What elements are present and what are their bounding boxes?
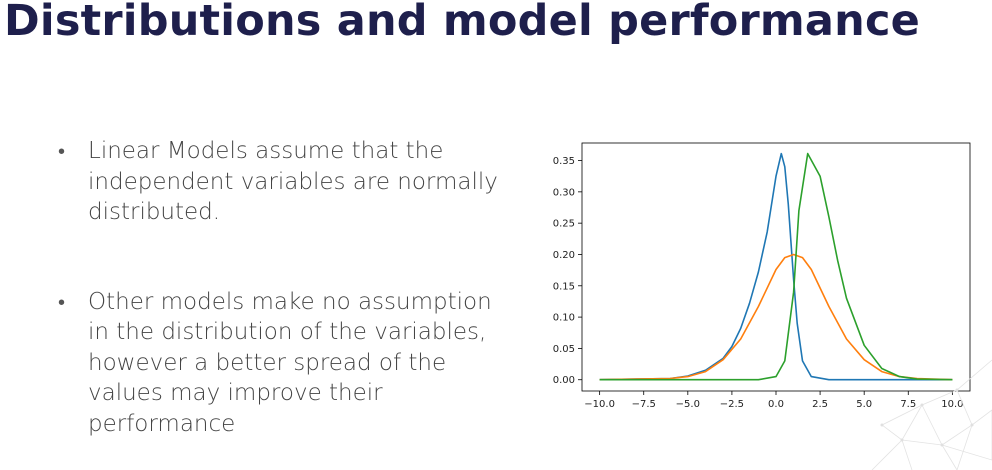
series-line-1: [599, 253, 953, 381]
x-tick-label: 2.5: [812, 399, 828, 410]
x-tick-label: 10.0: [941, 399, 963, 410]
series-line-0: [599, 152, 953, 381]
y-tick-label: 0.20: [553, 250, 575, 261]
x-tick-label: −5.0: [676, 399, 700, 410]
network-decoration: [871, 359, 992, 470]
y-tick-label: 0.15: [553, 281, 575, 292]
y-tick-label: 0.35: [553, 156, 575, 167]
y-tick-label: 0.30: [553, 187, 575, 198]
distribution-chart: 0.00 0.05 0.10 0.15 0.20 0.25 0.30 0.35 −10.0 −7.…: [553, 142, 971, 410]
bullet-text: Linear Models assume that the independen…: [88, 138, 498, 225]
x-tick-label: 7.5: [900, 399, 916, 410]
y-tick-label: 0.10: [553, 313, 575, 324]
y-tick-label: 0.25: [553, 219, 575, 230]
x-tick-label: −2.5: [720, 399, 744, 410]
series-line-2: [599, 152, 953, 381]
page-title: Distributions and model performance: [4, 0, 921, 46]
y-tick-label: 0.05: [553, 344, 575, 355]
x-tick-label: −7.5: [632, 399, 656, 410]
x-tick-label: 0.0: [768, 399, 784, 410]
bullet-text: Other models make no assumption in the d…: [88, 288, 492, 437]
y-tick-label: 0.00: [553, 375, 575, 386]
x-tick-label: −10.0: [584, 399, 615, 410]
bullet-item: • Other models make no assumption in the…: [58, 287, 498, 440]
bullet-item: • Linear Models assume that the independ…: [58, 136, 498, 228]
bullet-dot-icon: •: [58, 139, 66, 163]
x-tick-label: 5.0: [856, 399, 872, 410]
bullet-dot-icon: •: [58, 289, 66, 314]
bullet-list: • Linear Models assume that the independ…: [58, 136, 498, 439]
